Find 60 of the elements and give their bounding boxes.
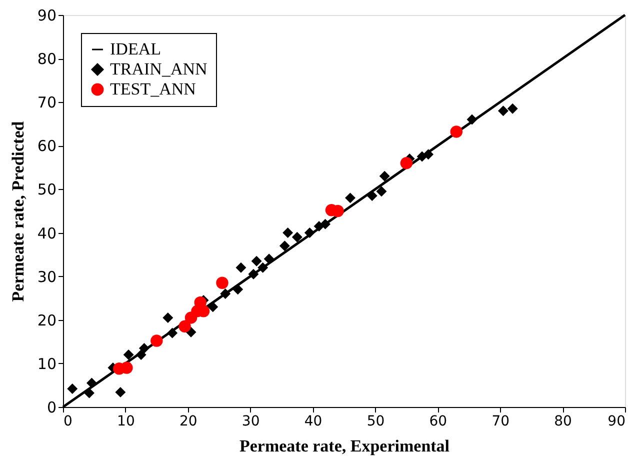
point bbox=[304, 228, 315, 238]
y-tick-label: 30 bbox=[37, 268, 56, 286]
y-tick-label: 90 bbox=[37, 6, 56, 24]
point bbox=[67, 383, 78, 394]
point bbox=[216, 276, 228, 289]
y-axis-title: Permeate rate, Predicted bbox=[8, 120, 28, 302]
y-tick-label: 10 bbox=[37, 354, 56, 373]
y-tick-label: 80 bbox=[37, 50, 56, 68]
x-tick-label: 0 bbox=[64, 414, 72, 430]
legend-label: TEST_ANN bbox=[110, 80, 196, 98]
point bbox=[345, 192, 356, 204]
point bbox=[232, 284, 244, 295]
x-tick-label: 70 bbox=[492, 414, 510, 430]
y-tick-label: 60 bbox=[37, 137, 56, 156]
point bbox=[466, 114, 478, 125]
point bbox=[498, 106, 508, 116]
y-tick-label: 20 bbox=[37, 311, 56, 330]
point bbox=[178, 320, 191, 333]
point bbox=[282, 228, 294, 238]
point bbox=[292, 232, 302, 242]
point bbox=[507, 103, 518, 114]
point bbox=[251, 256, 262, 266]
y-tick-label: 70 bbox=[37, 94, 56, 112]
point bbox=[220, 288, 231, 299]
point bbox=[320, 218, 331, 230]
x-tick-label: 90 bbox=[608, 414, 626, 430]
point bbox=[150, 334, 163, 347]
point bbox=[236, 262, 246, 273]
point bbox=[162, 312, 174, 323]
legend-label: TRAIN_ANN bbox=[110, 60, 208, 78]
point bbox=[379, 170, 390, 182]
x-tick-label: 80 bbox=[554, 414, 572, 430]
point bbox=[136, 349, 146, 360]
point bbox=[423, 149, 434, 160]
x-tick-label: 40 bbox=[304, 414, 322, 430]
point bbox=[450, 126, 463, 138]
x-tick-label: 30 bbox=[242, 414, 260, 430]
x-axis-title: Permeate rate, Experimental bbox=[239, 436, 450, 456]
point bbox=[376, 186, 387, 197]
point bbox=[400, 156, 413, 170]
x-tick-label: 50 bbox=[366, 414, 385, 430]
point bbox=[258, 262, 268, 273]
point bbox=[138, 342, 150, 354]
point bbox=[208, 302, 218, 312]
point bbox=[84, 388, 94, 398]
legend-label: IDEAL bbox=[110, 40, 161, 58]
point bbox=[115, 386, 126, 398]
point bbox=[366, 190, 378, 201]
point bbox=[248, 268, 259, 280]
point bbox=[167, 328, 178, 338]
x-tick-label: 60 bbox=[429, 414, 448, 430]
point bbox=[264, 254, 274, 264]
y-tick-label: 40 bbox=[37, 224, 56, 242]
point bbox=[86, 378, 97, 388]
y-tick-label: 50 bbox=[37, 180, 56, 199]
x-tick-label: 10 bbox=[117, 414, 135, 430]
y-tick-label: 0 bbox=[46, 398, 56, 416]
point bbox=[279, 240, 290, 252]
x-tick-label: 20 bbox=[179, 414, 198, 430]
point bbox=[123, 349, 134, 360]
